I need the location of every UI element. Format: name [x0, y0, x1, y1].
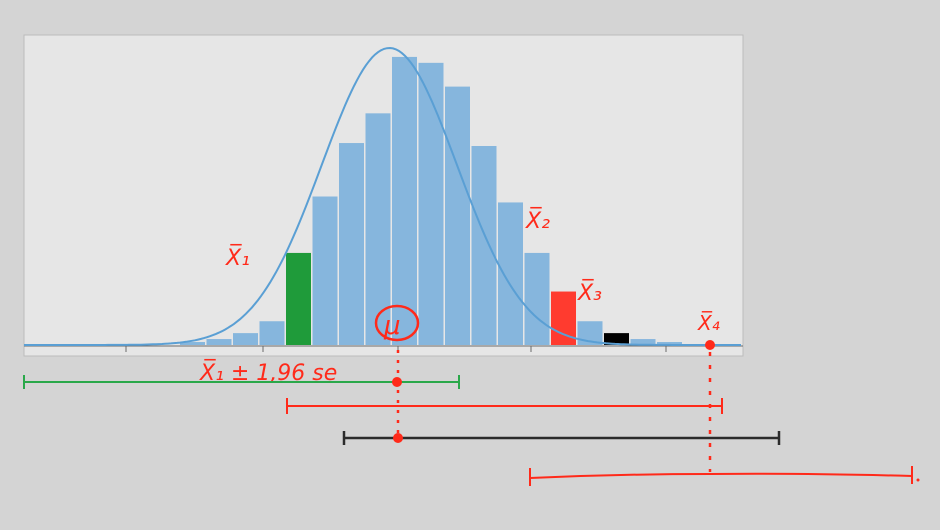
x-axis-ticks — [125, 346, 667, 352]
xbar4-dot — [705, 340, 715, 350]
ci-black — [342, 431, 781, 445]
ci-red — [286, 398, 723, 414]
mu-label: μ — [383, 311, 401, 341]
ci-green — [23, 375, 460, 389]
histogram-bar — [259, 321, 285, 345]
histogram-bar — [630, 339, 656, 345]
xbar1-label: X̅₁ — [225, 244, 250, 271]
histogram-bar — [577, 321, 603, 345]
histogram-bar — [445, 86, 470, 346]
mu-dot-2 — [393, 433, 403, 443]
xbar4-label: X̅₄ — [697, 310, 720, 335]
histogram-bar — [498, 202, 523, 345]
xbar2-label: X̅₂ — [525, 207, 550, 234]
histogram-bar — [392, 56, 417, 345]
mu-dot-1 — [392, 377, 402, 387]
xbar3-label: X̅₃ — [577, 279, 602, 306]
histogram-bar — [312, 196, 338, 345]
histogram-bar — [233, 333, 258, 345]
histogram-bar — [339, 143, 364, 345]
histogram-bar — [206, 339, 232, 345]
histogram-bar — [365, 113, 391, 345]
histogram-bar — [551, 291, 576, 345]
histogram-bar — [604, 333, 629, 345]
histogram-bar — [180, 342, 205, 345]
histogram-bar — [471, 146, 497, 345]
ci-red-handdrawn — [529, 466, 920, 486]
histogram-bars — [180, 56, 682, 346]
histogram-bar — [418, 62, 444, 345]
histogram-bar — [657, 342, 682, 345]
normal-curve — [24, 46, 741, 346]
mu-circle — [374, 304, 420, 342]
histogram-bar — [286, 252, 311, 345]
histogram-bar — [524, 252, 550, 345]
